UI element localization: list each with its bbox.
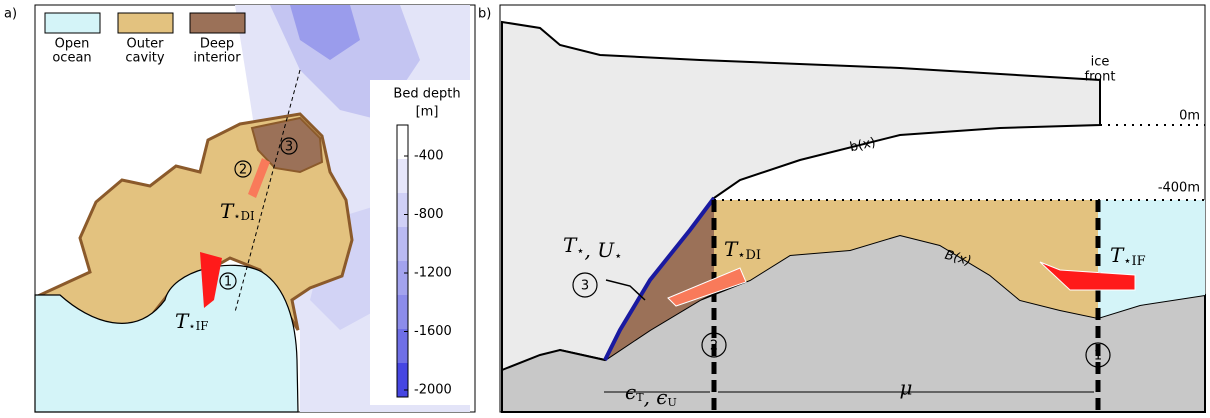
legend-label: ocean — [52, 51, 91, 66]
pointer — [605, 279, 646, 301]
math-label: T⋆DI — [724, 237, 761, 263]
panel-a — [34, 4, 476, 413]
marker-label: 3 — [581, 279, 589, 294]
marker-label: 2 — [239, 163, 247, 178]
colorbar-cell — [397, 295, 408, 329]
panel-label: b) — [478, 7, 491, 22]
marker-circle — [280, 137, 298, 155]
colorbar-cell — [397, 159, 408, 193]
math-base: T — [220, 199, 235, 223]
warm-patch — [1039, 261, 1136, 291]
colorbar-title: Bed depth — [393, 87, 460, 102]
colorbar-cell — [397, 261, 408, 295]
depth-label: -400m — [1158, 181, 1200, 196]
legend-label: cavity — [125, 51, 165, 66]
math-base: T — [563, 233, 578, 257]
math-sub: ⋆ — [614, 249, 622, 264]
depth-label: 0m — [1179, 109, 1200, 124]
warm-patch — [667, 267, 747, 307]
colorbar-tick-label: -1200 — [414, 266, 452, 281]
math-label: T⋆, U⋆ — [563, 233, 622, 264]
colorbar-cell — [397, 125, 408, 159]
math-label: T⋆IF — [1110, 243, 1146, 269]
marker-label: 3 — [285, 140, 293, 155]
legend-label: Deep — [200, 37, 234, 52]
legend-label: interior — [193, 51, 241, 66]
warm-patch — [248, 158, 270, 198]
ice-front-label: ice — [1091, 55, 1110, 70]
marker-circle — [701, 332, 727, 358]
marker-label: 1 — [224, 275, 232, 290]
colorbar-cell — [397, 227, 408, 261]
legend-swatch — [189, 12, 246, 34]
math-base: T — [175, 309, 190, 333]
legend-swatch — [117, 12, 174, 34]
legend-label: Open — [55, 37, 90, 52]
marker-circle — [1085, 342, 1111, 368]
math-sub: T — [636, 391, 644, 404]
colorbar-tick-label: -400 — [414, 149, 444, 164]
colorbar-tick-label: -800 — [414, 207, 444, 222]
math-label: T⋆DI — [220, 199, 255, 224]
colorbar-tick-label: -2000 — [414, 383, 452, 398]
colorbar-cell — [397, 363, 408, 397]
math-sub: ⋆ — [576, 244, 584, 259]
warm-patch — [200, 252, 222, 308]
math-sub: ⋆IF — [188, 319, 208, 333]
marker-label: 1 — [1094, 349, 1102, 364]
math-label: T⋆IF — [175, 309, 208, 334]
math-label: ϵT, ϵU — [625, 380, 677, 410]
math-sub: ⋆IF — [1123, 254, 1145, 269]
marker-circle — [572, 272, 598, 298]
math-base: , U — [584, 238, 615, 262]
outer-cavity — [714, 200, 1098, 318]
curve-label: B(x) — [943, 248, 973, 269]
math-sub: U — [668, 396, 677, 409]
bed-shade — [290, 5, 360, 60]
legend-label: Outer — [127, 37, 165, 52]
deep-interior — [605, 200, 714, 360]
colorbar-tick-label: -1600 — [414, 324, 452, 339]
colorbar-backing — [370, 80, 470, 405]
colorbar-cell — [397, 193, 408, 227]
marker-circle — [234, 160, 252, 178]
mu-label: μ — [900, 376, 913, 400]
math-base: T — [724, 237, 739, 261]
colorbar-title: [m] — [416, 105, 439, 120]
ice-front-label: front — [1085, 70, 1116, 85]
math-sub: ⋆DI — [737, 248, 761, 263]
math-base: ϵ — [625, 380, 636, 404]
marker-label: 2 — [710, 339, 718, 354]
deep-interior — [250, 116, 324, 174]
marker-circle — [219, 272, 237, 290]
ice-base-layer — [603, 196, 716, 361]
colorbar-frame — [396, 124, 409, 398]
math-sub: ⋆DI — [233, 209, 254, 223]
math-base: , ϵ — [644, 385, 668, 409]
curve-label: b(x) — [848, 135, 877, 155]
panel-b — [499, 4, 1206, 413]
panel-label: a) — [4, 7, 17, 22]
math-base: T — [1110, 243, 1125, 267]
colorbar-cell — [397, 329, 408, 363]
legend-swatch — [44, 12, 101, 34]
